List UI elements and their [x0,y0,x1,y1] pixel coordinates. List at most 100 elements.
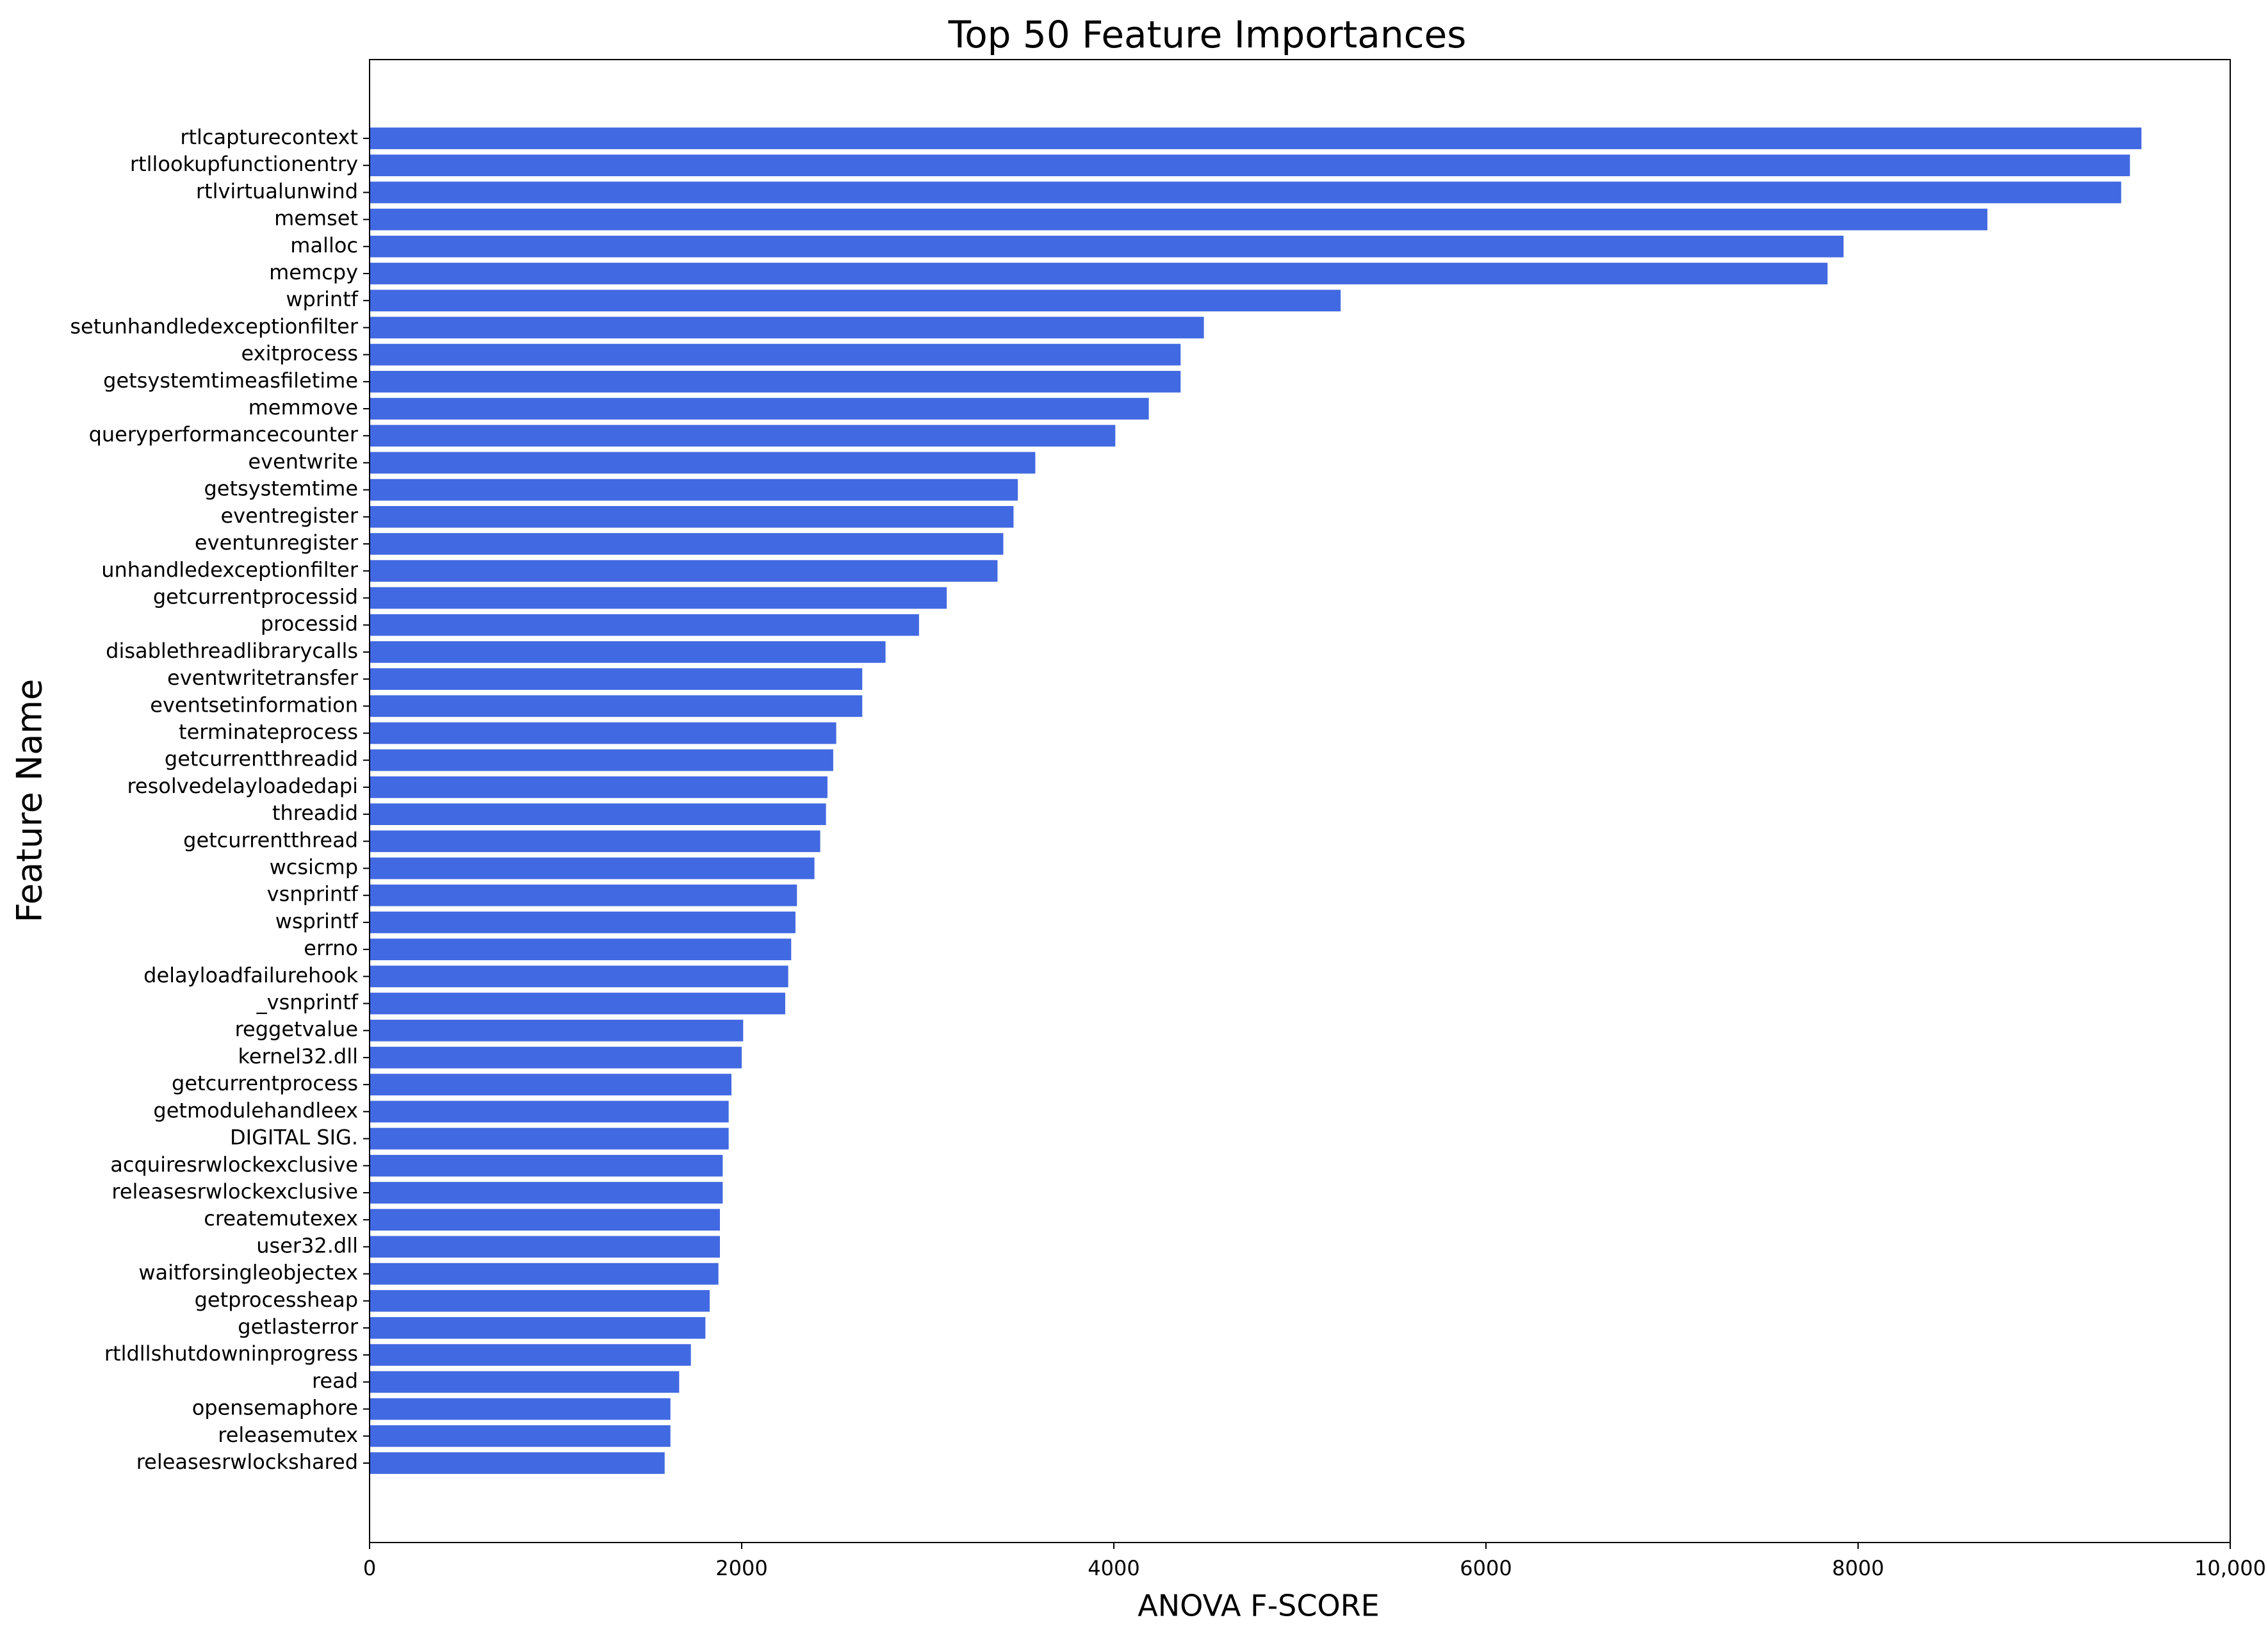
y-tick-label: memset [274,206,358,231]
y-tick-label: terminateprocess [179,719,358,744]
bar [370,587,947,609]
bar [370,1289,710,1312]
y-tick-label: releasemutex [218,1423,358,1447]
y-tick-label: kernel32.dll [238,1044,358,1068]
x-tick-label: 6000 [1460,1556,1512,1580]
bar [370,776,828,798]
y-tick-label: getmodulehandleex [153,1098,358,1122]
y-tick-label: wcsicmp [270,855,358,880]
y-tick-label: processid [261,612,358,636]
y-tick-label: errno [304,936,358,960]
plot-frame [369,59,2231,1543]
x-axis-label: ANOVA F-SCORE [1138,1589,1380,1623]
bar [370,1317,706,1339]
bar [370,290,1341,312]
y-tick-label: getlasterror [238,1314,359,1339]
bar [370,235,1844,258]
bar [370,343,1181,366]
bar [370,181,2121,204]
bar [370,938,792,961]
y-tick-label: rtllookupfunctionentry [130,152,358,176]
y-tick-label: rtlvirtualunwind [196,179,358,203]
y-tick-label: eventregister [220,503,358,528]
x-tick-label: 8000 [1832,1556,1884,1580]
y-tick-label: unhandledexceptionfilter [101,557,359,582]
bar [370,316,1204,339]
y-tick-label: createmutexex [204,1206,358,1231]
bar [370,1263,719,1285]
y-tick-label: getcurrentthread [183,828,358,852]
y-tick-label: wprintf [286,287,358,311]
bar [370,695,863,717]
bar [370,1398,671,1420]
y-tick-label: threadid [272,801,358,825]
y-tick-label: delayloadfailurehook [143,963,358,987]
bar [370,505,1014,528]
y-tick-label: releasesrwlockshared [136,1450,358,1474]
bar [370,912,795,933]
y-tick-label: rtldllshutdowninprogress [104,1341,358,1366]
bar [370,1344,691,1366]
y-tick-label: read [312,1368,358,1393]
bar [370,1019,744,1042]
bar [370,452,1036,474]
bar [370,1154,723,1177]
y-tick-label: getcurrentthreadid [165,747,358,771]
bar [370,1182,723,1204]
bar [370,803,826,825]
bar [370,857,815,880]
y-tick-label: DIGITAL SIG. [230,1126,358,1150]
y-tick-label: eventwritetransfer [167,666,359,690]
y-tick-label: _vsnprintf [256,990,359,1015]
bar [370,884,797,906]
bar [370,370,1181,393]
bar [370,1074,732,1096]
x-tick-label: 10,000 [2194,1556,2266,1580]
bar [370,614,919,636]
bar [370,1452,665,1474]
bar [370,127,2142,149]
y-axis-label: Feature Name [10,679,50,923]
bar [370,263,1828,284]
y-tick-label: setunhandledexceptionfilter [70,314,359,338]
y-tick-label: resolvedelayloadedapi [127,774,358,798]
bar [370,668,863,690]
y-tick-label: opensemaphore [192,1396,358,1420]
y-tick-label: getsystemtimeasfiletime [103,368,358,393]
bar [370,1236,721,1258]
bar [370,425,1116,447]
y-tick-label: disablethreadlibrarycalls [106,639,358,663]
bar [370,208,1987,231]
y-tick-label: user32.dll [256,1233,358,1257]
y-tick-label: eventwrite [248,449,358,473]
y-tick-label: reggetvalue [235,1017,358,1042]
x-tick-label: 0 [363,1556,376,1580]
y-tick-label: memmove [249,395,358,420]
bar [370,992,785,1015]
y-tick-label: malloc [290,233,358,258]
bar [370,965,788,988]
bar [370,154,2130,177]
y-tick-label: waitforsingleobjectex [138,1261,358,1285]
bar [370,1127,729,1150]
bar [370,1047,742,1068]
y-tick-label: eventsetinformation [150,692,358,717]
y-tick-label: getcurrentprocess [172,1071,358,1095]
bar [370,398,1149,420]
y-tick-label: exitprocess [241,341,358,366]
y-tick-label: wsprintf [275,909,359,933]
bar [370,1101,729,1123]
bar [370,722,836,744]
x-tick-label: 4000 [1088,1556,1139,1580]
y-tick-label: acquiresrwlockexclusive [110,1152,358,1177]
x-tick-label: 2000 [715,1556,767,1580]
chart-title: Top 50 Feature Importances [948,13,1467,56]
y-tick-label: vsnprintf [267,882,359,906]
y-tick-label: memcpy [269,260,358,284]
bar [370,749,833,771]
y-tick-label: queryperformancecounter [89,422,359,446]
bar [370,641,886,663]
y-tick-label: getcurrentprocessid [153,584,358,609]
bar [370,830,820,853]
